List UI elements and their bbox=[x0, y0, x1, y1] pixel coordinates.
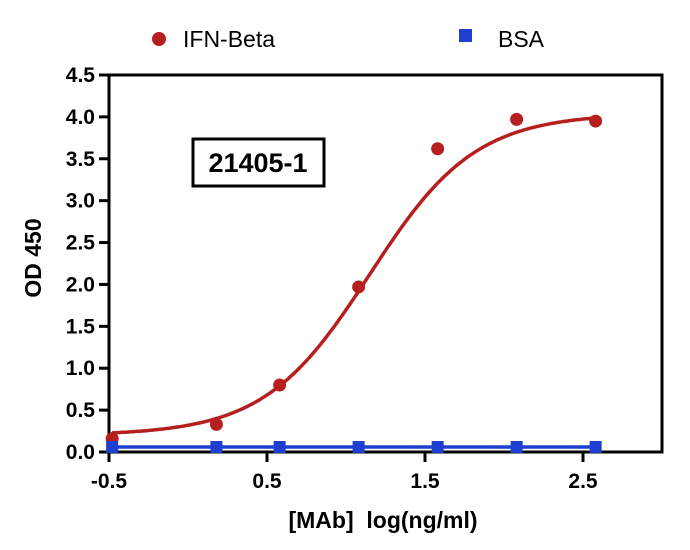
point-ifn-beta bbox=[273, 378, 287, 392]
y-tick-label: 3.5 bbox=[66, 148, 96, 171]
x-axis-title: [MAb] log(ng/ml) bbox=[288, 507, 477, 533]
y-tick-label: 1.5 bbox=[66, 315, 96, 338]
y-tick-label: 3.0 bbox=[66, 190, 95, 213]
fit-curves bbox=[112, 116, 596, 449]
point-bsa bbox=[352, 440, 365, 453]
point-ifn-beta bbox=[510, 112, 524, 126]
legend-marker-ifn-beta bbox=[152, 32, 166, 46]
y-tick-label: 4.5 bbox=[66, 64, 96, 87]
legend: IFN-Beta BSA bbox=[152, 26, 545, 52]
point-ifn-beta bbox=[431, 142, 445, 156]
x-tick-label: -0.5 bbox=[91, 470, 128, 493]
point-bsa bbox=[510, 440, 523, 453]
point-bsa bbox=[106, 440, 119, 453]
point-bsa bbox=[589, 440, 602, 453]
legend-label-ifn-beta: IFN-Beta bbox=[183, 26, 275, 52]
legend-label-bsa: BSA bbox=[498, 26, 545, 52]
axis-ticks: 0.0 0.5 1.0 1.5 2.0 2.5 3.0 3.5 4.0 4.5 -0.5 0.5 1.5… bbox=[66, 64, 598, 493]
legend-marker-bsa bbox=[459, 29, 472, 42]
annotation-label: 21405-1 bbox=[208, 148, 307, 178]
y-tick-label: 4.0 bbox=[66, 106, 95, 129]
point-ifn-beta bbox=[352, 280, 366, 294]
y-tick-label: 1.0 bbox=[66, 357, 95, 380]
fit-line bbox=[112, 116, 596, 435]
point-bsa bbox=[210, 440, 223, 453]
y-axis-title: OD 450 bbox=[20, 218, 46, 297]
y-tick-label: 0.0 bbox=[66, 441, 95, 464]
y-tick-label: 2.0 bbox=[66, 273, 95, 296]
data-points bbox=[105, 112, 603, 453]
point-ifn-beta bbox=[589, 114, 603, 128]
y-tick-label: 2.5 bbox=[66, 232, 96, 255]
y-tick-label: 0.5 bbox=[66, 399, 96, 422]
plot-frame bbox=[107, 73, 664, 454]
x-tick-label: 1.5 bbox=[410, 470, 440, 493]
x-tick-label: 0.5 bbox=[252, 470, 282, 493]
point-ifn-beta bbox=[209, 417, 223, 431]
x-tick-label: 2.5 bbox=[568, 470, 598, 493]
annotation-box: 21405-1 bbox=[191, 137, 326, 188]
point-bsa bbox=[431, 440, 444, 453]
point-bsa bbox=[273, 440, 286, 453]
